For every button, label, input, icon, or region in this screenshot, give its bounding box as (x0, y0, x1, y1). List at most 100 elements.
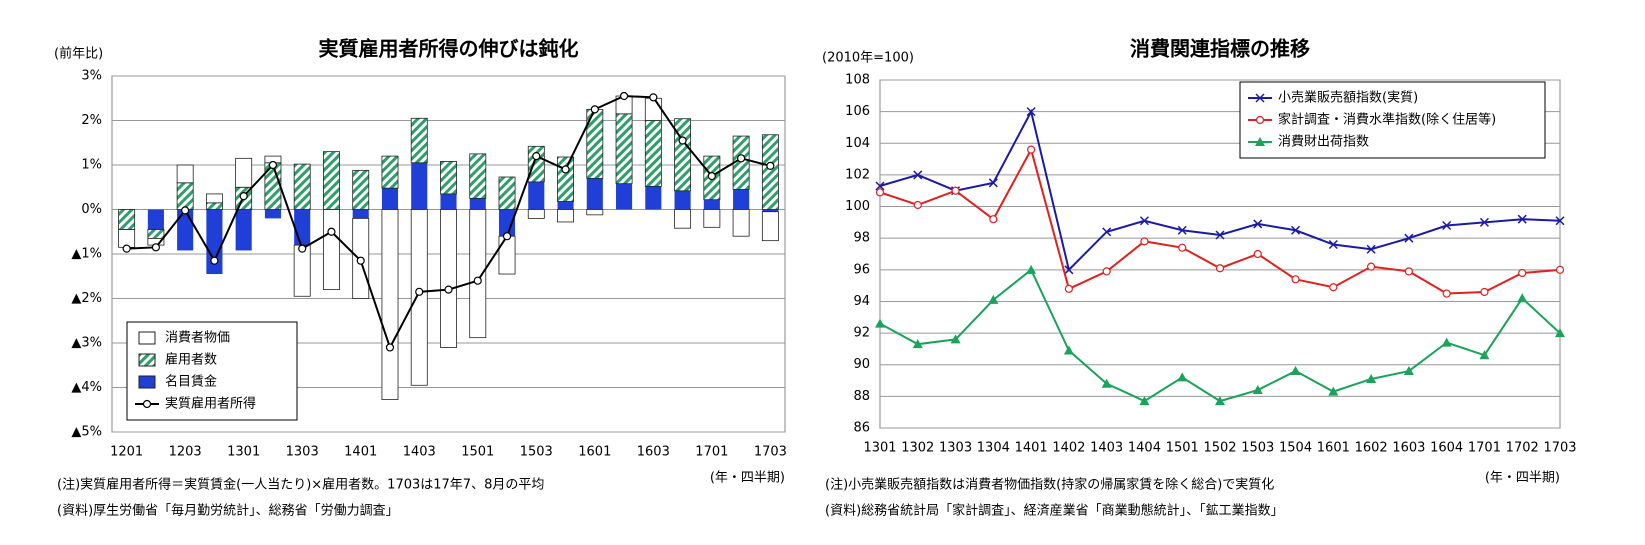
x-tick-label: 1604 (1430, 441, 1463, 456)
marker (1255, 93, 1265, 103)
bar (645, 186, 662, 210)
chart-title: 消費関連指標の推移 (1130, 37, 1310, 61)
bar (176, 182, 194, 210)
bar (469, 198, 486, 210)
marker (1328, 239, 1338, 250)
x-tick-label: 1701 (1468, 441, 1501, 456)
bar (674, 209, 692, 229)
marker (502, 232, 512, 241)
bar (410, 209, 428, 386)
legend-label: 小売業販売額指数(実質) (1278, 90, 1418, 106)
x-tick-label: 1504 (1279, 441, 1312, 456)
bar (586, 178, 603, 210)
marker (1026, 264, 1037, 274)
y-tick-label: 98 (853, 231, 870, 246)
legend-label: 消費者物価 (165, 331, 230, 346)
bar (733, 189, 750, 210)
bar (176, 164, 194, 184)
bar (352, 209, 369, 219)
bar (761, 211, 779, 242)
marker (678, 136, 687, 145)
marker (1253, 249, 1262, 259)
marker (1479, 217, 1489, 227)
bar (235, 157, 253, 188)
x-tick-label: 1503 (520, 445, 553, 460)
marker (210, 256, 219, 265)
x-tick-label: 1302 (901, 441, 934, 456)
x-tick-label: 1402 (1052, 441, 1085, 456)
y-tick-label: 96 (853, 262, 870, 277)
note: (注)実質雇用者所得＝実質賃金(一人当たり)×雇用者数。1703は17年7、8月… (57, 477, 544, 493)
note: (資料)総務省統計局「家計調査」、経済産業省「商業動態統計」、「鉱工業指数」 (825, 503, 1284, 519)
bar (469, 153, 487, 199)
marker (385, 343, 395, 352)
x-tick-label: 1301 (863, 441, 896, 456)
bar (498, 176, 516, 210)
marker (122, 244, 131, 253)
marker (1403, 366, 1414, 376)
marker (1139, 216, 1149, 226)
bar (381, 209, 399, 400)
legend-swatch (138, 353, 156, 367)
x-tick-label: 1303 (286, 445, 319, 460)
y-tick-label: 106 (845, 104, 870, 119)
marker (444, 285, 453, 294)
marker (1290, 366, 1301, 376)
marker (181, 206, 190, 215)
marker (561, 165, 570, 174)
bar (527, 145, 545, 183)
marker (1064, 265, 1074, 275)
bar (586, 209, 604, 216)
marker (913, 170, 923, 180)
marker (532, 152, 541, 161)
bar (557, 209, 574, 223)
marker (950, 334, 961, 344)
x-tick-label: 1603 (637, 445, 670, 460)
note: (資料)厚生労働省「毎月勤労統計」、総務省「労働力調査」 (57, 503, 399, 519)
marker (1441, 337, 1452, 347)
x-tick-label: 1701 (695, 445, 728, 460)
legend-label: 消費財出荷指数 (1278, 135, 1369, 150)
marker (1517, 214, 1527, 224)
marker (1101, 378, 1112, 388)
y-tick-label: 3% (81, 69, 102, 84)
bar (177, 209, 194, 251)
marker (912, 339, 923, 349)
bar (293, 163, 311, 210)
marker (1518, 268, 1527, 278)
marker (356, 256, 365, 265)
marker (951, 186, 960, 195)
bar (703, 199, 720, 210)
marker (988, 294, 999, 304)
marker (1517, 293, 1528, 303)
legend-box (1239, 81, 1546, 159)
marker (1063, 345, 1074, 355)
bar (147, 229, 165, 239)
bar (732, 209, 750, 237)
x-tick-label: 1501 (461, 445, 494, 460)
bar (440, 193, 457, 210)
y-tick-label: 1% (81, 158, 102, 173)
marker (268, 160, 278, 170)
bar (323, 209, 340, 290)
x-tick-label: 1203 (169, 445, 202, 460)
y-tick-label: 108 (845, 73, 870, 88)
legend-swatch (138, 375, 156, 389)
y-tick-label: ▲1% (71, 247, 102, 262)
marker (1366, 373, 1377, 383)
bar (410, 117, 428, 164)
bar (323, 151, 340, 210)
marker (649, 93, 658, 102)
bar (440, 161, 457, 195)
x-tick-label: 1503 (1241, 441, 1274, 456)
bar (118, 209, 136, 230)
bar (527, 209, 545, 219)
marker (1442, 289, 1451, 298)
marker (875, 318, 885, 328)
bar (674, 118, 692, 192)
marker (1255, 115, 1265, 125)
bar (615, 113, 633, 185)
marker (1291, 225, 1301, 235)
